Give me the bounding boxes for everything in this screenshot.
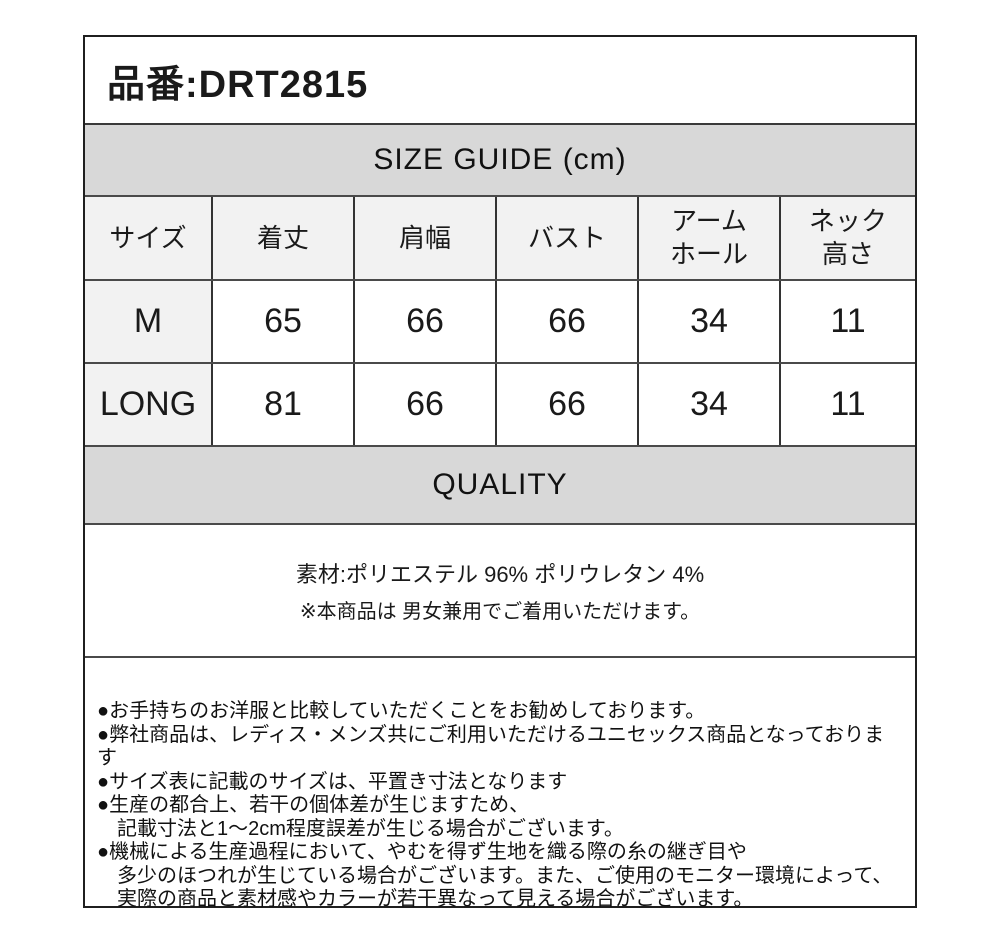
note-line: ●お手持ちのお洋服と比較していただくことをお勧めしております。 <box>97 700 706 722</box>
note-line: ●サイズ表に記載のサイズは、平置き寸法となります <box>97 770 568 793</box>
table-row-m: M 65 66 66 34 11 <box>85 281 915 364</box>
table-row-long: LONG 81 66 66 34 11 <box>85 364 915 447</box>
note-line: ●機械による生産過程において、やむを得ず生地を織る際の糸の継ぎ目や <box>97 841 747 863</box>
note-line: 記載寸法と1～2cm程度誤差が生じる場合がございます。 <box>97 817 624 840</box>
size-guide-header: SIZE GUIDE (cm) <box>85 125 915 197</box>
note-line: ●弊社商品は、レディス・メンズ共にご利用いただけるユニセックス商品となっておりま… <box>97 723 885 770</box>
row-label: LONG <box>85 364 213 445</box>
size-cell: 65 <box>213 281 355 362</box>
column-header-neck-height: ネック 高さ <box>781 197 915 279</box>
size-cell: 66 <box>355 281 497 362</box>
row-label: M <box>85 281 213 362</box>
note-line: 実際の商品と素材感やカラーが若干異なって見える場合がございます。 <box>97 888 754 910</box>
column-header-length: 着丈 <box>213 197 355 279</box>
column-header-shoulder: 肩幅 <box>355 197 497 279</box>
size-cell: 11 <box>781 281 915 362</box>
size-table: サイズ 着丈 肩幅 バスト アーム ホール ネック 高さ M 65 66 66 … <box>85 197 915 447</box>
note-line: 多少のほつれが生じている場合がございます。また、ご使用のモニター環境によって、 <box>97 864 893 887</box>
column-header-size: サイズ <box>85 197 213 279</box>
size-cell: 66 <box>497 364 639 445</box>
note-line: ●生産の都合上、若干の個体差が生じますため、 <box>97 794 530 816</box>
size-table-header-row: サイズ 着丈 肩幅 バスト アーム ホール ネック 高さ <box>85 197 915 281</box>
size-guide-title: SIZE GUIDE (cm) <box>373 143 627 176</box>
size-guide-sheet: 品番:DRT2815 SIZE GUIDE (cm) サイズ 着丈 肩幅 バスト… <box>83 35 917 910</box>
size-cell: 34 <box>639 364 781 445</box>
column-header-bust: バスト <box>497 197 639 279</box>
product-number-label: 品番:DRT2815 <box>107 63 369 106</box>
quality-header: QUALITY <box>85 447 915 525</box>
size-cell: 81 <box>213 364 355 445</box>
notes-list: ●お手持ちのお洋服と比較していただくことをお勧めしております。 ●弊社商品は、レ… <box>85 658 915 912</box>
column-header-armhole: アーム ホール <box>639 197 781 279</box>
unisex-note: ※本商品は 男女兼用でご着用いただけます。 <box>299 601 701 623</box>
size-cell: 66 <box>355 364 497 445</box>
size-cell: 34 <box>639 281 781 362</box>
product-number-row: 品番:DRT2815 <box>85 37 915 125</box>
quality-title: QUALITY <box>432 468 568 501</box>
size-cell: 66 <box>497 281 639 362</box>
material-section: 素材:ポリエステル 96% ポリウレタン 4% ※本商品は 男女兼用でご着用いた… <box>85 525 915 658</box>
size-cell: 11 <box>781 364 915 445</box>
material-text: 素材:ポリエステル 96% ポリウレタン 4% <box>295 562 705 587</box>
